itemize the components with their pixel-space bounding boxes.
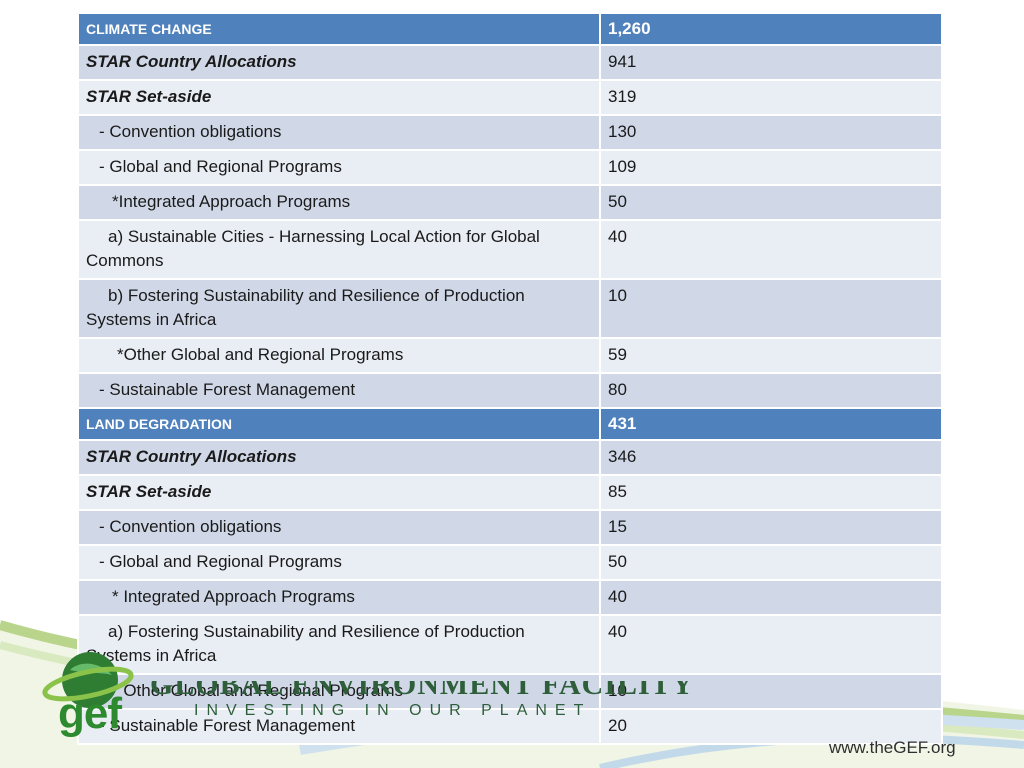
table-row: * Integrated Approach Programs 40: [77, 579, 943, 616]
row-value: 15: [599, 509, 943, 546]
table-row: STAR Set-aside 319: [77, 79, 943, 116]
section-total: 431: [599, 407, 943, 441]
section-total: 1,260: [599, 12, 943, 46]
website-link[interactable]: www.theGEF.org: [829, 738, 956, 757]
row-value: 20: [599, 708, 943, 745]
row-label: STAR Country Allocations: [77, 439, 601, 476]
section-title: LAND DEGRADATION: [77, 407, 601, 441]
table-row: a) Sustainable Cities - Harnessing Local…: [77, 219, 943, 280]
table-row: - Convention obligations 15: [77, 509, 943, 546]
table-row: *Integrated Approach Programs 50: [77, 184, 943, 221]
allocation-table: CLIMATE CHANGE 1,260 STAR Country Alloca…: [77, 12, 943, 745]
section-title: CLIMATE CHANGE: [77, 12, 601, 46]
row-label: STAR Set-aside: [77, 79, 601, 116]
row-value: 85: [599, 474, 943, 511]
row-label: * Integrated Approach Programs: [77, 579, 601, 616]
table-row: STAR Set-aside 85: [77, 474, 943, 511]
row-label: STAR Country Allocations: [77, 44, 601, 81]
row-label: - Global and Regional Programs: [77, 149, 601, 186]
row-label: - Convention obligations: [77, 114, 601, 151]
row-label: - Convention obligations: [77, 509, 601, 546]
row-value: 130: [599, 114, 943, 151]
row-label: - Global and Regional Programs: [77, 544, 601, 581]
gef-logo-text: gef: [58, 689, 122, 738]
row-label: STAR Set-aside: [77, 474, 601, 511]
gef-globe-icon: [42, 652, 134, 708]
row-value: 50: [599, 544, 943, 581]
table-row: *Other Global and Regional Programs 59: [77, 337, 943, 374]
section-header-climate-change: CLIMATE CHANGE 1,260: [77, 12, 943, 46]
table-row: STAR Country Allocations 941: [77, 44, 943, 81]
row-value: 40: [599, 579, 943, 616]
row-label: *Integrated Approach Programs: [77, 184, 601, 221]
row-label: - Sustainable Forest Management: [77, 708, 601, 745]
row-label: a) Fostering Sustainability and Resilien…: [77, 614, 601, 675]
row-label: a) Sustainable Cities - Harnessing Local…: [77, 219, 601, 280]
table-row: b) Fostering Sustainability and Resilien…: [77, 278, 943, 339]
organization-name: GLOBAL ENVIRONMENT FACILITY: [150, 668, 695, 701]
row-label: * Other Global and Regional Programs: [77, 673, 601, 710]
tagline: INVESTING IN OUR PLANET: [194, 702, 592, 719]
row-value: 346: [599, 439, 943, 476]
row-value: 59: [599, 337, 943, 374]
table-row: - Sustainable Forest Management 20: [77, 708, 943, 745]
row-value: 10: [599, 673, 943, 710]
table-row: - Sustainable Forest Management 80: [77, 372, 943, 409]
table-row: - Global and Regional Programs 50: [77, 544, 943, 581]
row-label: - Sustainable Forest Management: [77, 372, 601, 409]
row-value: 80: [599, 372, 943, 409]
row-value: 941: [599, 44, 943, 81]
row-value: 50: [599, 184, 943, 221]
row-value: 40: [599, 219, 943, 280]
table-row: * Other Global and Regional Programs 10: [77, 673, 943, 710]
row-label: b) Fostering Sustainability and Resilien…: [77, 278, 601, 339]
table-row: STAR Country Allocations 346: [77, 439, 943, 476]
table-row: - Convention obligations 130: [77, 114, 943, 151]
row-value: 10: [599, 278, 943, 339]
row-label: *Other Global and Regional Programs: [77, 337, 601, 374]
row-value: 109: [599, 149, 943, 186]
row-value: 40: [599, 614, 943, 675]
table-row: - Global and Regional Programs 109: [77, 149, 943, 186]
row-value: 319: [599, 79, 943, 116]
section-header-land-degradation: LAND DEGRADATION 431: [77, 407, 943, 441]
table-row: a) Fostering Sustainability and Resilien…: [77, 614, 943, 675]
